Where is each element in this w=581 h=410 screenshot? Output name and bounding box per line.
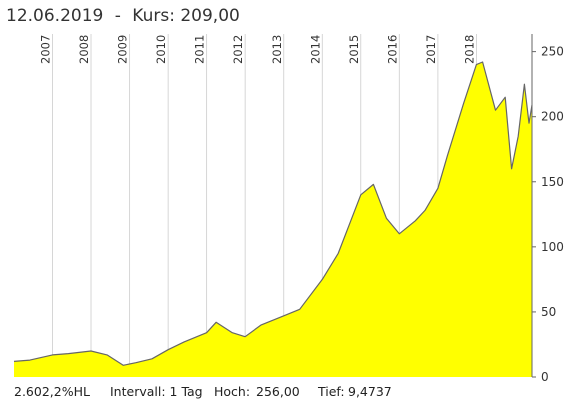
low-label: Tief: [318, 384, 345, 399]
price-area [14, 62, 532, 377]
price-value: 209,00 [180, 6, 240, 26]
interval-label: Intervall: 1 Tag [110, 384, 203, 399]
date-label: 12.06.2019 [6, 6, 104, 26]
chart-header: 12.06.2019 - Kurs: 209,00 [6, 6, 240, 26]
x-tick-label: 2013 [270, 35, 284, 64]
x-tick-label: 2011 [193, 35, 207, 64]
price-label: Kurs: [132, 6, 175, 26]
price-line [13, 61, 533, 366]
high-value: 256,00 [256, 384, 300, 399]
y-tick-label: 150 [541, 175, 564, 189]
low-value: 9,4737 [348, 384, 392, 399]
y-tick-label: 100 [541, 240, 564, 254]
y-tick-label: 50 [541, 305, 556, 319]
price-chart: 2007 2008 2009 2010 2011 2012 2013 2014 2015 2016… [13, 34, 564, 384]
y-tick-label: 0 [541, 370, 549, 384]
x-tick-label: 2012 [231, 35, 245, 64]
x-tick-label: 2009 [116, 35, 130, 64]
header-separator: - [114, 6, 121, 26]
x-tick-label: 2010 [154, 35, 168, 64]
x-tick-label: 2018 [462, 35, 476, 64]
x-tick-label: 2015 [347, 35, 361, 64]
x-tick-label: 2017 [424, 35, 438, 64]
y-tick-label: 250 [541, 45, 564, 59]
x-tick-label: 2014 [308, 35, 322, 64]
x-tick-label: 2008 [77, 35, 91, 64]
y-tick-label: 200 [541, 110, 564, 124]
high-label: Hoch: [214, 384, 251, 399]
x-tick-label: 2016 [385, 35, 399, 64]
x-tick-label: 2007 [39, 35, 53, 64]
axis-ticks: 2007 2008 2009 2010 2011 2012 2013 2014 2015 2016… [39, 35, 564, 384]
change-percent: 2.602,2%HL [14, 384, 90, 399]
